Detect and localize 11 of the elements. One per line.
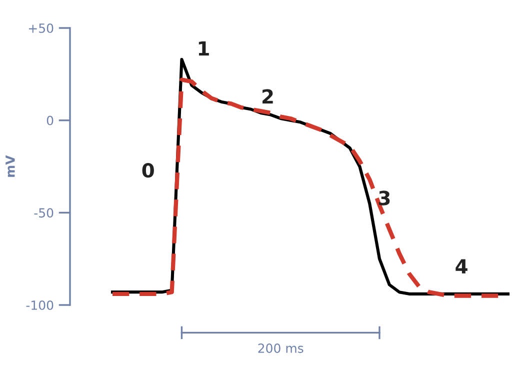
x-axis-title: 200 ms [258, 343, 304, 353]
annotation: 3 [378, 190, 390, 206]
annotation: 0 [142, 162, 154, 178]
y-tick-label: -50 [34, 208, 54, 218]
annotation: 4 [456, 259, 468, 274]
annotation: 1 [198, 41, 209, 56]
y-tick-label: 0 [46, 116, 54, 126]
y-axis-title: mV [6, 155, 15, 177]
annotation: 2 [262, 89, 273, 104]
y-tick-label: +50 [28, 23, 54, 33]
y-tick-label: -100 [26, 300, 54, 310]
